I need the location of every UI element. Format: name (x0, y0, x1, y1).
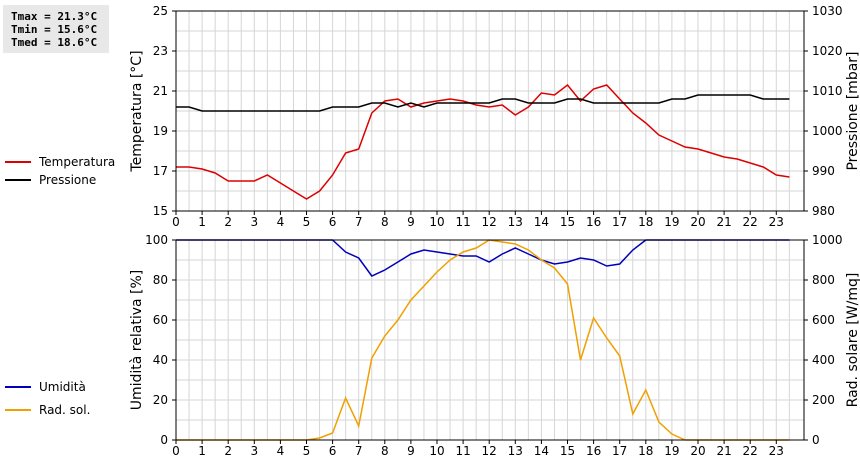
x-tick-label: 11 (455, 444, 470, 458)
legend-label: Rad. sol. (39, 403, 90, 417)
x-tick-label: 5 (303, 215, 311, 229)
x-tick-label: 14 (534, 444, 549, 458)
x-tick-label: 3 (250, 444, 258, 458)
x-tick-label: 2 (224, 444, 232, 458)
x-tick-label: 0 (172, 215, 180, 229)
y-tick-label-right: 980 (812, 204, 835, 218)
x-tick-label: 23 (769, 215, 784, 229)
x-tick-label: 1 (198, 444, 206, 458)
x-tick-label: 18 (638, 444, 653, 458)
y-tick-label-left: 19 (153, 124, 168, 138)
x-tick-label: 1 (198, 215, 206, 229)
x-tick-label: 3 (250, 215, 258, 229)
x-tick-label: 9 (407, 444, 415, 458)
x-tick-label: 15 (560, 215, 575, 229)
y-tick-label-right: 600 (812, 313, 835, 327)
y-tick-label-left: 15 (153, 204, 168, 218)
x-tick-label: 22 (743, 215, 758, 229)
x-tick-label: 10 (429, 444, 444, 458)
y-tick-label-left: 17 (153, 164, 168, 178)
x-tick-label: 19 (664, 444, 679, 458)
y-axis-label-right: Pressione [mbar] (845, 51, 860, 170)
legend-item: Rad. sol. (5, 403, 90, 417)
x-tick-label: 8 (381, 444, 389, 458)
y-tick-label-left: 40 (153, 353, 168, 367)
legend-item: Umidità (5, 380, 86, 394)
y-tick-label-right: 1020 (812, 44, 843, 58)
x-tick-label: 18 (638, 215, 653, 229)
y-tick-label-right: 400 (812, 353, 835, 367)
x-tick-label: 15 (560, 444, 575, 458)
tmin-text: Tmin = 15.6°C (11, 23, 98, 36)
x-tick-label: 10 (429, 215, 444, 229)
y-tick-label-right: 1030 (812, 4, 843, 18)
x-tick-label: 13 (508, 444, 523, 458)
legend-label: Umidità (39, 380, 86, 394)
x-tick-label: 7 (355, 215, 363, 229)
y-tick-label-left: 100 (145, 233, 168, 247)
x-tick-label: 21 (716, 215, 731, 229)
y-tick-label-left: 60 (153, 313, 168, 327)
y-tick-label-left: 80 (153, 273, 168, 287)
x-tick-label: 9 (407, 215, 415, 229)
x-tick-label: 8 (381, 215, 389, 229)
x-tick-label: 20 (690, 215, 705, 229)
legend-label: Temperatura (38, 155, 115, 169)
x-tick-label: 21 (716, 444, 731, 458)
x-tick-label: 6 (329, 444, 337, 458)
series-line-pressione (176, 94, 790, 112)
x-tick-label: 14 (534, 215, 549, 229)
x-tick-label: 23 (769, 444, 784, 458)
y-axis-label-right: Rad. solare [W/mq] (845, 273, 860, 408)
x-tick-label: 12 (482, 215, 497, 229)
chart-panel-0: 0 1 2 3 4 5 6 7 8 9 10 11 12 13 14 15 16 17 18 19 20 21 22 2315… (5, 4, 860, 229)
x-tick-label: 17 (612, 444, 627, 458)
x-tick-label: 6 (329, 215, 337, 229)
y-tick-label-right: 990 (812, 164, 835, 178)
y-axis-label-left: Temperatura [°C] (129, 50, 145, 172)
x-tick-label: 12 (482, 444, 497, 458)
x-tick-label: 2 (224, 215, 232, 229)
legend-item: Temperatura (5, 155, 115, 169)
y-tick-label-left: 20 (153, 393, 168, 407)
stats-box: Tmax = 21.3°C Tmin = 15.6°C Tmed = 18.6°… (3, 5, 109, 53)
legend-item: Pressione (5, 173, 96, 187)
y-tick-label-right: 800 (812, 273, 835, 287)
chart-panel-1: 0 1 2 3 4 5 6 7 8 9 10 11 12 13 14 15 16 17 18 19 20 21 22 2302… (5, 233, 860, 458)
x-tick-label: 0 (172, 444, 180, 458)
y-tick-label-right: 200 (812, 393, 835, 407)
y-axis-label-left: Umidità relativa [%] (129, 270, 145, 411)
x-tick-label: 19 (664, 215, 679, 229)
plot-frame (175, 239, 805, 441)
x-tick-label: 16 (586, 444, 601, 458)
x-tick-label: 4 (277, 215, 285, 229)
y-tick-label-right: 1000 (812, 124, 843, 138)
y-tick-label-right: 1010 (812, 84, 843, 98)
x-tick-label: 13 (508, 215, 523, 229)
y-tick-label-right: 1000 (812, 233, 843, 247)
x-tick-label: 11 (455, 215, 470, 229)
x-tick-label: 17 (612, 215, 627, 229)
x-tick-label: 20 (690, 444, 705, 458)
x-tick-label: 22 (743, 444, 758, 458)
y-tick-label-right: 0 (812, 433, 820, 447)
tmed-text: Tmed = 18.6°C (11, 36, 98, 49)
x-tick-label: 5 (303, 444, 311, 458)
x-tick-label: 7 (355, 444, 363, 458)
y-tick-label-left: 23 (153, 44, 168, 58)
legend-label: Pressione (39, 173, 96, 187)
x-tick-label: 4 (277, 444, 285, 458)
plot-frame (175, 10, 805, 212)
y-tick-label-left: 0 (160, 433, 168, 447)
y-tick-label-left: 21 (153, 84, 168, 98)
series-line-temperatura (176, 83, 790, 200)
series-line-umidit- (176, 239, 790, 277)
tmax-text: Tmax = 21.3°C (11, 10, 98, 23)
x-tick-label: 16 (586, 215, 601, 229)
y-tick-label-left: 25 (153, 4, 168, 18)
